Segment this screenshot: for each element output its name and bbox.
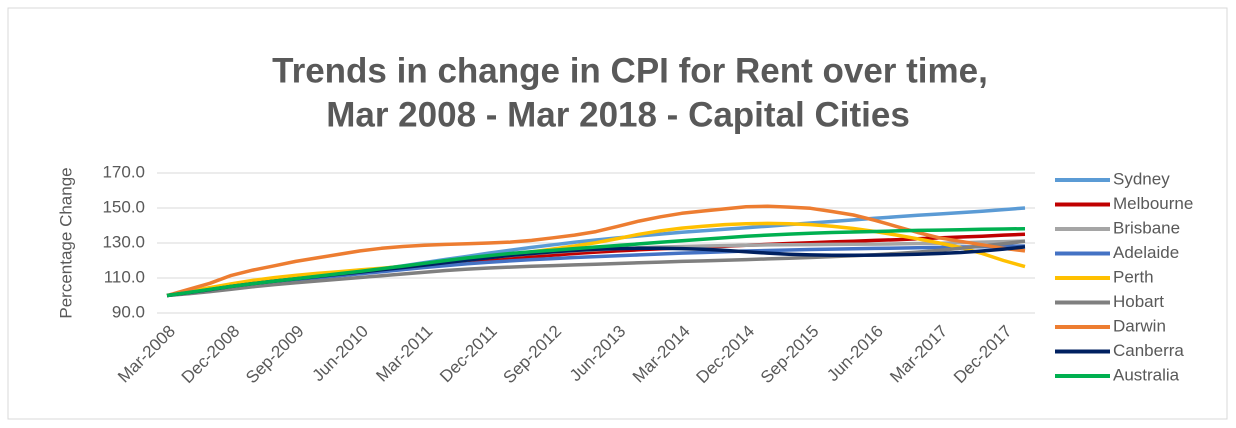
legend-label: Sydney	[1113, 169, 1170, 188]
legend-label: Adelaide	[1113, 243, 1179, 262]
chart-frame	[7, 7, 1228, 420]
legend-label: Canberra	[1113, 341, 1184, 360]
legend-label: Perth	[1113, 267, 1154, 286]
series-line	[166, 226, 1026, 298]
y-tick-label: 90.0	[112, 302, 145, 321]
legend-label: Melbourne	[1113, 194, 1193, 213]
legend-label: Brisbane	[1113, 218, 1180, 237]
y-tick-label: 150.0	[102, 197, 145, 216]
legend-label: Hobart	[1113, 292, 1164, 311]
legend-label: Darwin	[1113, 316, 1166, 335]
series-line	[166, 204, 1026, 298]
chart-title: Mar 2008 - Mar 2018 - Capital Cities	[326, 95, 910, 134]
y-tick-label: 110.0	[104, 267, 145, 286]
y-axis-label: Percentage Change	[56, 167, 75, 318]
y-tick-label: 130.0	[102, 232, 145, 251]
chart-title: Trends in change in CPI for Rent over ti…	[272, 51, 988, 90]
legend-label: Australia	[1113, 365, 1180, 384]
y-tick-label: 170.0	[102, 162, 145, 181]
